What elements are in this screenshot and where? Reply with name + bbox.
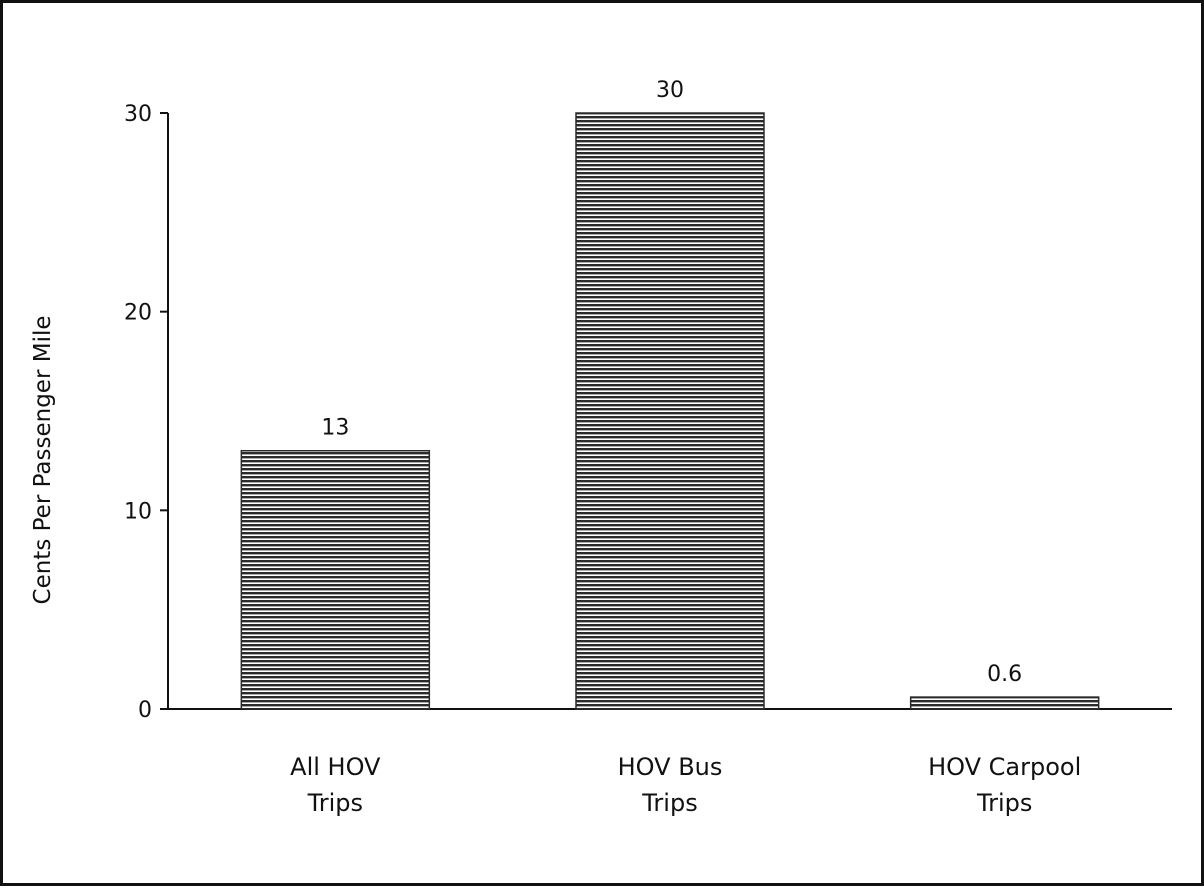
- y-axis-ticks: 0 10 20 30: [124, 102, 168, 723]
- y-axis-title: Cents Per Passenger Mile: [30, 316, 56, 605]
- y-tick-label: 0: [138, 698, 152, 723]
- x-category-label: Trips: [641, 789, 697, 817]
- value-labels: 13 30 0.6: [321, 78, 1022, 687]
- bars: [240, 112, 1100, 710]
- bar-value-label: 30: [656, 78, 684, 103]
- x-category-label: HOV Bus: [618, 753, 723, 781]
- y-tick-label: 20: [124, 301, 152, 326]
- y-tick-label: 10: [124, 499, 152, 524]
- bar-value-label: 13: [321, 416, 349, 441]
- bar: [909, 696, 1100, 710]
- category-labels: All HOV Trips HOV Bus Trips HOV Carpool Trips: [290, 753, 1081, 817]
- x-category-label: Trips: [307, 789, 363, 817]
- x-category-label: HOV Carpool: [928, 753, 1081, 781]
- bar: [575, 112, 765, 710]
- x-category-label: Trips: [976, 789, 1032, 817]
- bar: [240, 449, 431, 710]
- y-tick-label: 30: [124, 102, 152, 127]
- bar-value-label: 0.6: [987, 662, 1022, 687]
- x-category-label: All HOV: [290, 753, 381, 781]
